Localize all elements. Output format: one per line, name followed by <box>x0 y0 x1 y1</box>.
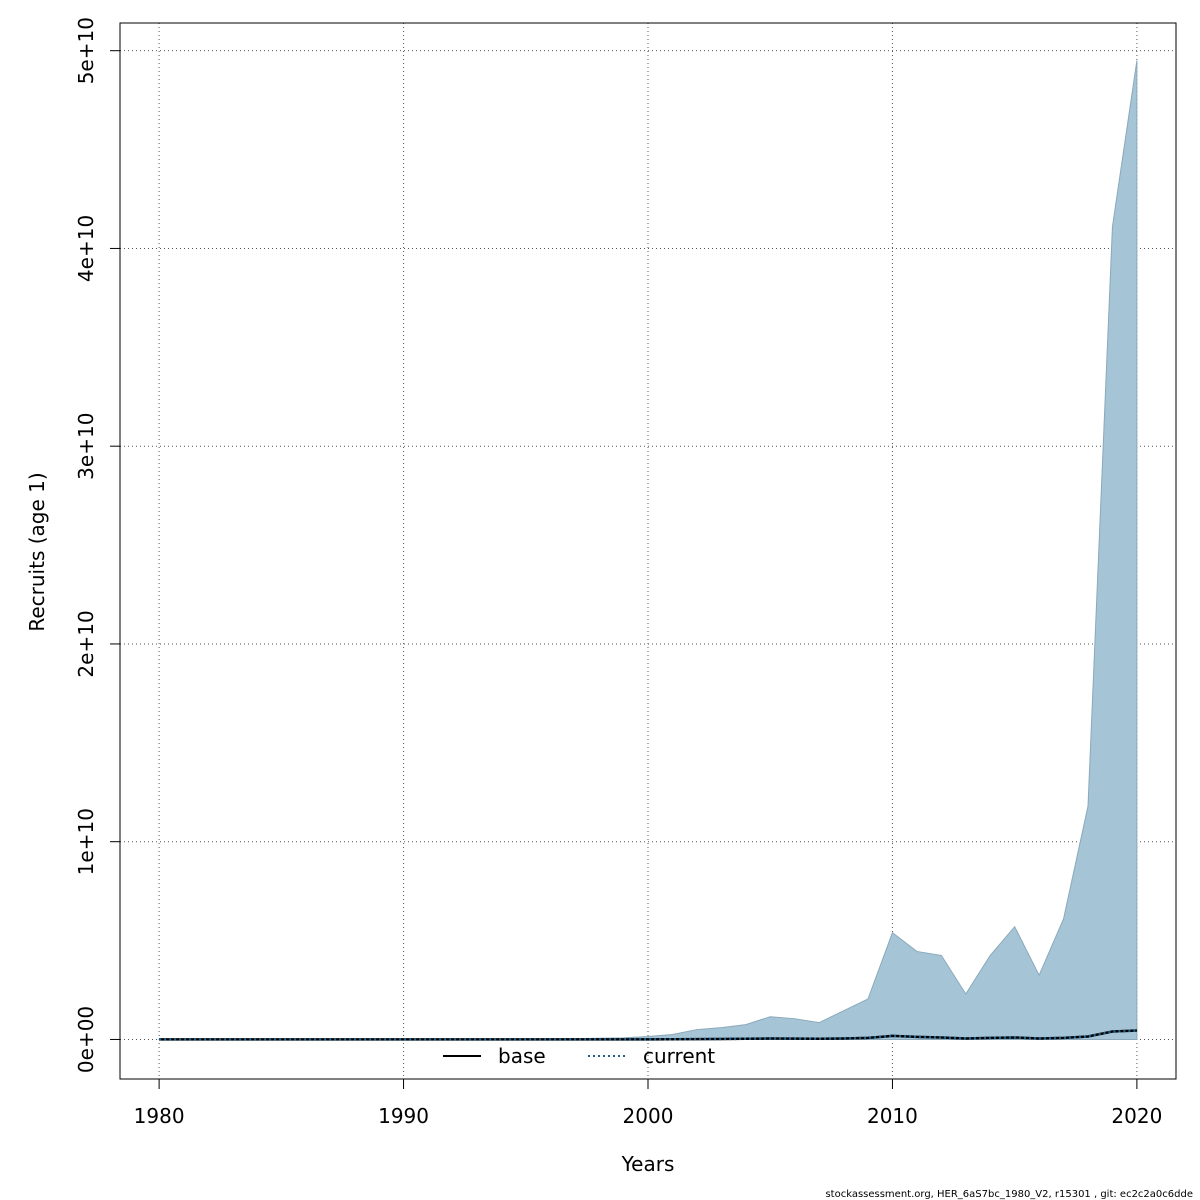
x-tick-label-2: 2000 <box>623 1104 674 1128</box>
x-axis: 1980 1990 2000 2010 2020 <box>134 1078 1162 1128</box>
series-lines <box>159 1029 1137 1041</box>
y-axis-title: Recruits (age 1) <box>25 472 49 631</box>
y-tick-label-2: 2e+10 <box>74 610 98 677</box>
x-tick-label-1: 1990 <box>378 1104 429 1128</box>
y-tick-label-1: 1e+10 <box>74 808 98 875</box>
x-tick-label-3: 2010 <box>867 1104 918 1128</box>
footer-credit: stockassessment.org, HER_6aS7bc_1980_V2,… <box>825 1189 1193 1200</box>
y-tick-label-4: 4e+10 <box>74 215 98 282</box>
grid-lines <box>120 23 1176 1079</box>
legend-base-label: base <box>498 1044 546 1068</box>
x-axis-title: Years <box>621 1152 675 1176</box>
x-tick-label-4: 2020 <box>1111 1104 1162 1128</box>
y-tick-label-3: 3e+10 <box>74 413 98 480</box>
series-current-base-line <box>159 1029 1137 1041</box>
y-tick-label-5: 5e+10 <box>74 17 98 84</box>
y-tick-label-0: 0e+00 <box>74 1006 98 1073</box>
x-tick-label-0: 1980 <box>134 1104 185 1128</box>
legend-current-label: current <box>643 1044 715 1068</box>
legend: base current <box>443 1044 715 1068</box>
y-axis: 0e+00 1e+10 2e+10 3e+10 4e+10 5e+10 <box>74 17 121 1073</box>
